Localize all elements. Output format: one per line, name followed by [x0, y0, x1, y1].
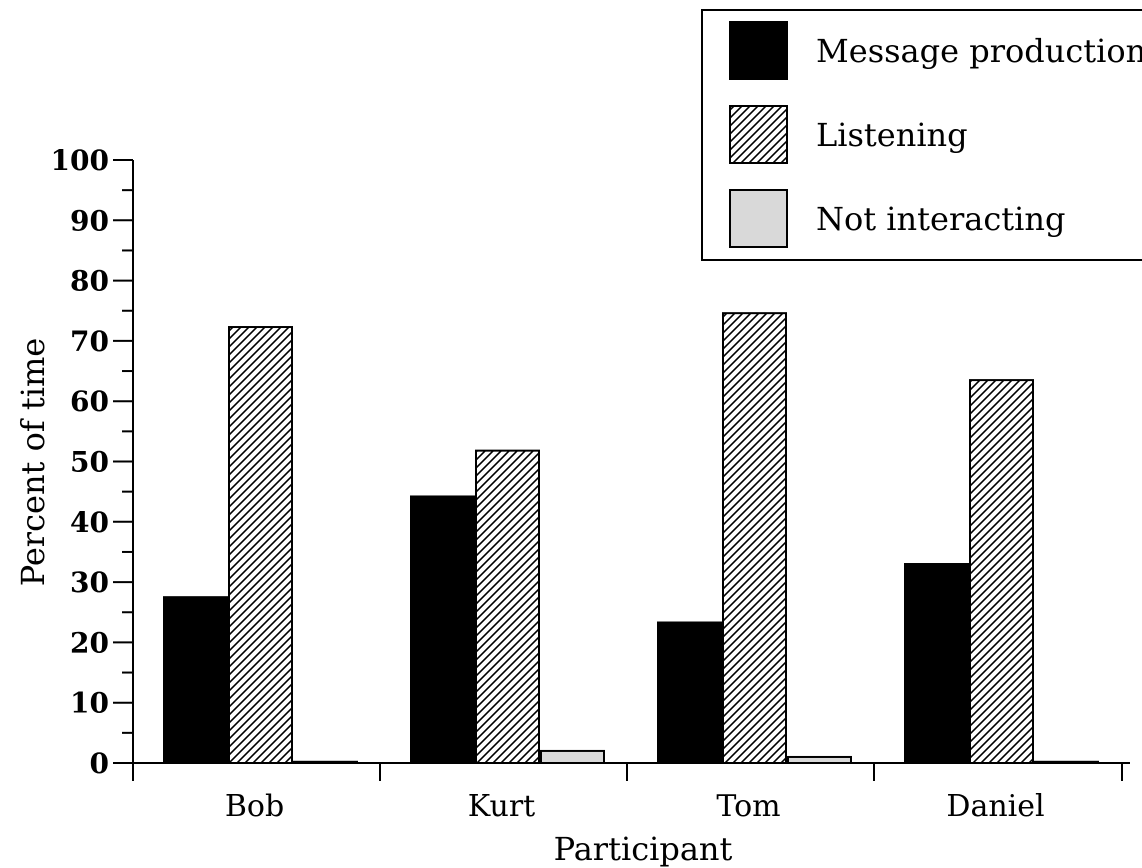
y-tick-label: 80 [70, 265, 109, 298]
labels: 0 10 20 30 40 50 60 70 80 90 100 Bob Kurt Tom Daniel Pa… [14, 144, 1045, 868]
y-tick-label: 10 [70, 687, 109, 720]
bar-not-interacting-kurt [540, 749, 605, 765]
bar-message-production-bob [163, 596, 228, 764]
x-tick-label: Tom [716, 789, 780, 824]
legend-label-listening: Listening [816, 116, 968, 154]
bar-not-interacting-tom [787, 755, 852, 764]
y-tick-label: 100 [51, 144, 109, 177]
x-tick-label: Kurt [468, 789, 535, 824]
y-tick-label: 40 [70, 506, 109, 539]
bars [163, 312, 1099, 765]
y-tick-label: 70 [70, 325, 109, 358]
y-tick-label: 30 [70, 566, 109, 599]
legend-label-not-interacting: Not interacting [816, 200, 1065, 238]
legend-swatch-message-production [729, 21, 788, 80]
x-axis-title: Participant [554, 830, 733, 868]
bar-listening-tom [722, 312, 787, 764]
y-tick-label: 0 [90, 747, 109, 780]
bar-not-interacting-bob [293, 760, 358, 765]
bar-not-interacting-daniel [1034, 760, 1099, 765]
y-tick-label: 90 [70, 204, 109, 237]
bar-message-production-daniel [904, 563, 969, 765]
bar-listening-bob [228, 326, 293, 764]
y-tick-label: 50 [70, 446, 109, 479]
bar-message-production-kurt [410, 495, 475, 764]
legend: Message production Listening Not interacti… [701, 9, 1142, 261]
x-tick-label: Bob [225, 789, 284, 824]
bar-message-production-tom [657, 621, 722, 764]
legend-label-message-production: Message production [816, 32, 1142, 70]
x-tick-label: Daniel [946, 789, 1044, 824]
bar-listening-daniel [969, 379, 1034, 764]
legend-swatch-listening [729, 105, 788, 164]
bar-listening-kurt [475, 449, 540, 764]
y-axis-title: Percent of time [14, 338, 52, 586]
y-tick-label: 20 [70, 626, 109, 659]
y-tick-label: 60 [70, 385, 109, 418]
legend-swatch-not-interacting [729, 189, 788, 248]
